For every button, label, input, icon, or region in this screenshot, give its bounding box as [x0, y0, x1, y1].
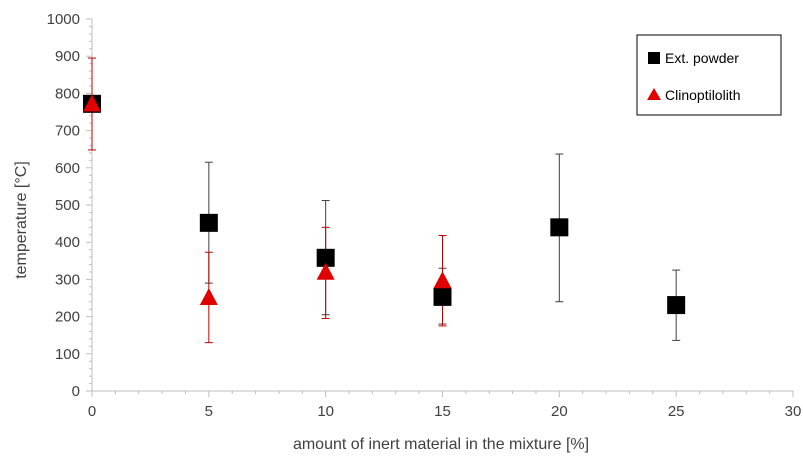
x-tick-label: 20	[551, 403, 568, 420]
data-point-square	[199, 213, 218, 232]
legend-label: Clinoptilolith	[665, 87, 740, 103]
legend-items: Ext. powder Clinoptilolith	[647, 50, 740, 103]
x-axis-title: amount of inert material in the mixture …	[293, 436, 589, 453]
axes: 0 100 200 300 400 500 600 700 800 900 1000 0 5 10 15 20…	[47, 11, 802, 420]
y-tick-label: 1000	[47, 11, 80, 28]
x-tick-label: 10	[317, 403, 334, 420]
data-point-triangle	[316, 262, 335, 280]
y-tick-label: 200	[55, 309, 80, 326]
legend-marker-triangle	[647, 88, 661, 100]
legend-marker-square	[648, 52, 660, 64]
x-tick-label: 30	[785, 403, 802, 420]
x-tick-label: 5	[205, 403, 213, 420]
data-point-square	[550, 218, 569, 237]
x-tick-label: 25	[668, 403, 685, 420]
error-bars	[88, 57, 681, 344]
legend-label: Ext. powder	[665, 50, 739, 66]
x-tick-label: 0	[88, 403, 96, 420]
y-tick-label: 700	[55, 123, 80, 140]
data-point-square	[433, 287, 452, 306]
data-markers	[83, 94, 686, 315]
y-tick-label: 0	[72, 383, 80, 400]
y-tick-label: 400	[55, 234, 80, 251]
y-tick-label: 100	[55, 346, 80, 363]
data-point-square	[667, 296, 686, 315]
legend: Ext. powder Clinoptilolith	[636, 34, 782, 116]
y-axis-title: temperature [°C]	[13, 161, 30, 279]
data-point-triangle	[83, 94, 101, 112]
data-point-square	[316, 248, 335, 267]
data-point-triangle	[433, 271, 452, 289]
y-tick-label: 300	[55, 271, 80, 288]
data-point-triangle	[199, 288, 218, 305]
y-tick-label: 900	[55, 48, 80, 65]
legend-box	[636, 34, 782, 116]
legend-entry: Clinoptilolith	[647, 87, 740, 103]
legend-entry: Ext. powder	[648, 50, 739, 66]
y-tick-label: 500	[55, 197, 80, 214]
y-tick-label: 600	[55, 160, 80, 177]
x-tick-label: 15	[434, 403, 451, 420]
y-tick-label: 800	[55, 85, 80, 102]
